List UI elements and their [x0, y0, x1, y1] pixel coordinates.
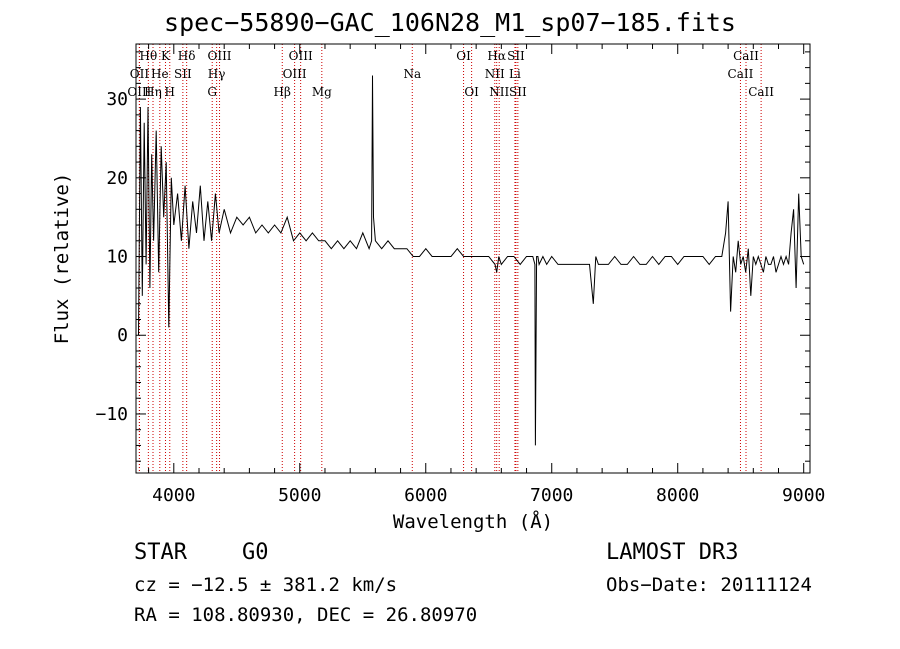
- spectral-line-label: CaII: [733, 49, 759, 63]
- spectral-line-label: Hδ: [178, 49, 196, 63]
- spectral-line-label: Na: [403, 67, 421, 81]
- spectral-line-label: CaII: [748, 85, 774, 99]
- spectral-line-label: Hβ: [274, 85, 291, 99]
- spectral-line-label: Li: [509, 67, 521, 81]
- x-axis-title: Wavelength (Å): [393, 510, 553, 533]
- x-tick-label: 9000: [782, 485, 825, 506]
- spectral-line-label: OIII: [289, 49, 313, 63]
- page-title: spec−55890−GAC_106N28_M1_sp07−185.fits: [164, 8, 736, 37]
- spectral-line-label: Mg: [312, 85, 332, 99]
- spectral-line-label: OI: [464, 85, 479, 99]
- spectral-line-label: NII: [485, 67, 505, 81]
- spectral-line-label: Hη: [144, 85, 162, 99]
- spectral-line-label: G: [207, 85, 217, 99]
- y-tick-label: 30: [106, 89, 128, 110]
- y-axis-title: Flux (relative): [51, 173, 73, 345]
- survey-label: LAMOST DR3: [606, 540, 739, 565]
- spectral-line-label: OIII: [127, 85, 151, 99]
- x-tick-label: 6000: [404, 485, 447, 506]
- x-tick-label: 7000: [530, 485, 573, 506]
- spectral-line-label: Hγ: [208, 67, 226, 81]
- obs-date-label: Obs−Date: 20111124: [606, 574, 812, 596]
- spectral-line-label: He: [151, 67, 169, 81]
- classification-label: STAR: [134, 540, 187, 565]
- spectral-line-label: SII: [509, 85, 527, 99]
- spectral-line-label: SII: [507, 49, 525, 63]
- spectral-line-label: OII: [130, 67, 150, 81]
- spectral-line-label: H: [165, 85, 175, 99]
- coordinates-label: RA = 108.80930, DEC = 26.80970: [134, 604, 478, 626]
- y-tick-label: 20: [106, 168, 128, 189]
- spectrum-line: [138, 75, 805, 446]
- spectral-line-label: OIII: [283, 67, 307, 81]
- spectral-line-label: OIII: [207, 49, 231, 63]
- subclass-label: G0: [242, 540, 269, 565]
- x-tick-label: 5000: [278, 485, 321, 506]
- y-tick-label: 0: [117, 325, 128, 346]
- spectral-line-label: Hα: [487, 49, 506, 63]
- spectral-line-label: OI: [456, 49, 471, 63]
- spectral-line-label: CaII: [728, 67, 754, 81]
- spectral-line-label: NII: [489, 85, 509, 99]
- spectral-line-label: Hθ: [139, 49, 157, 63]
- y-tick-label: 10: [106, 247, 128, 268]
- redshift-label: cz = −12.5 ± 381.2 km/s: [134, 574, 398, 596]
- y-tick-label: −10: [95, 404, 128, 425]
- x-tick-label: 8000: [656, 485, 699, 506]
- spectral-line-label: SII: [174, 67, 192, 81]
- plot-frame: [135, 43, 811, 474]
- spectral-line-label: K: [161, 49, 171, 63]
- x-tick-label: 4000: [152, 485, 195, 506]
